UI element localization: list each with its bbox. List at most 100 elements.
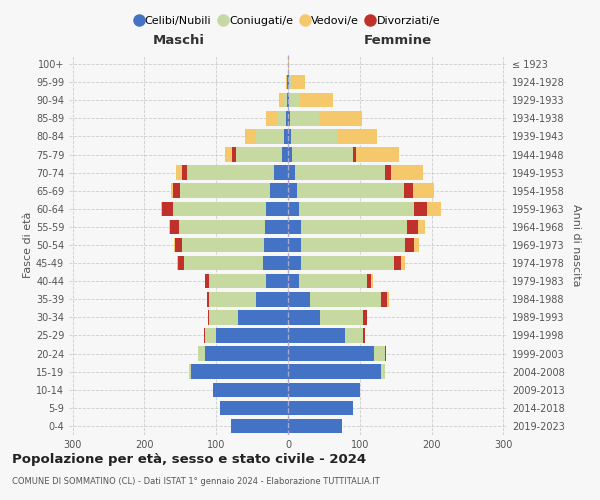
Bar <box>284 129 288 144</box>
Bar <box>364 310 367 324</box>
Bar <box>385 346 386 361</box>
Text: Popolazione per età, sesso e stato civile - 2024: Popolazione per età, sesso e stato civil… <box>12 452 366 466</box>
Bar <box>394 256 401 270</box>
Bar <box>413 184 434 198</box>
Bar <box>413 202 427 216</box>
Bar <box>292 148 353 162</box>
Text: COMUNE DI SOMMATINO (CL) - Dati ISTAT 1° gennaio 2024 - Elaborazione TUTTITALIA.: COMUNE DI SOMMATINO (CL) - Dati ISTAT 1°… <box>12 478 380 486</box>
Bar <box>288 184 296 198</box>
Bar <box>265 238 288 252</box>
Bar <box>286 75 287 90</box>
Bar <box>173 202 266 216</box>
Bar <box>182 166 187 180</box>
Bar <box>288 382 360 397</box>
Bar <box>266 274 288 288</box>
Y-axis label: Fasce di età: Fasce di età <box>23 212 33 278</box>
Bar <box>405 238 413 252</box>
Bar <box>198 346 205 361</box>
Bar <box>178 256 184 270</box>
Bar <box>179 220 265 234</box>
Bar <box>346 328 364 342</box>
Bar <box>161 202 163 216</box>
Bar <box>230 418 288 433</box>
Bar <box>270 184 288 198</box>
Bar <box>401 256 405 270</box>
Bar <box>288 202 299 216</box>
Bar <box>290 111 319 126</box>
Bar <box>287 75 288 90</box>
Bar <box>288 364 382 379</box>
Bar <box>191 364 288 379</box>
Bar <box>382 292 387 306</box>
Bar <box>287 93 288 108</box>
Bar <box>338 129 377 144</box>
Bar <box>301 220 407 234</box>
Bar <box>236 148 282 162</box>
Bar <box>310 292 382 306</box>
Bar <box>301 238 405 252</box>
Bar <box>204 328 205 342</box>
Bar <box>288 93 289 108</box>
Bar <box>288 292 310 306</box>
Bar <box>288 75 289 90</box>
Bar <box>182 238 265 252</box>
Bar <box>356 148 399 162</box>
Bar <box>197 346 198 361</box>
Bar <box>288 418 342 433</box>
Bar <box>288 129 291 144</box>
Bar <box>212 382 288 397</box>
Bar <box>391 166 423 180</box>
Bar <box>288 148 292 162</box>
Bar <box>288 238 301 252</box>
Bar <box>288 400 353 415</box>
Bar <box>320 310 364 324</box>
Bar <box>171 184 173 198</box>
Bar <box>404 184 413 198</box>
Bar <box>385 166 391 180</box>
Bar <box>288 111 290 126</box>
Bar <box>374 346 385 361</box>
Bar <box>238 310 288 324</box>
Bar <box>288 256 301 270</box>
Bar <box>288 310 320 324</box>
Bar <box>256 292 288 306</box>
Bar <box>288 346 374 361</box>
Bar <box>301 256 394 270</box>
Bar <box>175 238 182 252</box>
Bar <box>176 166 182 180</box>
Bar <box>288 166 295 180</box>
Bar <box>319 111 362 126</box>
Bar <box>184 256 263 270</box>
Legend: Celibi/Nubili, Coniugati/e, Vedovi/e, Divorziati/e: Celibi/Nubili, Coniugati/e, Vedovi/e, Di… <box>131 11 445 31</box>
Bar <box>189 364 191 379</box>
Bar <box>266 111 277 126</box>
Bar <box>427 202 441 216</box>
Bar <box>367 274 371 288</box>
Bar <box>289 93 300 108</box>
Bar <box>209 310 238 324</box>
Bar <box>300 93 332 108</box>
Text: Maschi: Maschi <box>152 34 205 48</box>
Bar <box>208 310 209 324</box>
Bar <box>291 129 338 144</box>
Bar <box>205 346 288 361</box>
Bar <box>282 148 288 162</box>
Bar <box>187 166 274 180</box>
Bar <box>295 166 385 180</box>
Bar <box>288 274 299 288</box>
Bar <box>299 202 413 216</box>
Bar <box>263 256 288 270</box>
Bar <box>265 220 288 234</box>
Bar <box>163 202 173 216</box>
Bar <box>205 328 216 342</box>
Bar <box>274 166 288 180</box>
Bar <box>283 93 287 108</box>
Bar <box>169 220 170 234</box>
Bar <box>291 75 305 90</box>
Bar <box>256 129 284 144</box>
Bar <box>209 274 266 288</box>
Bar <box>288 220 301 234</box>
Bar <box>288 328 346 342</box>
Bar <box>296 184 404 198</box>
Bar <box>266 202 288 216</box>
